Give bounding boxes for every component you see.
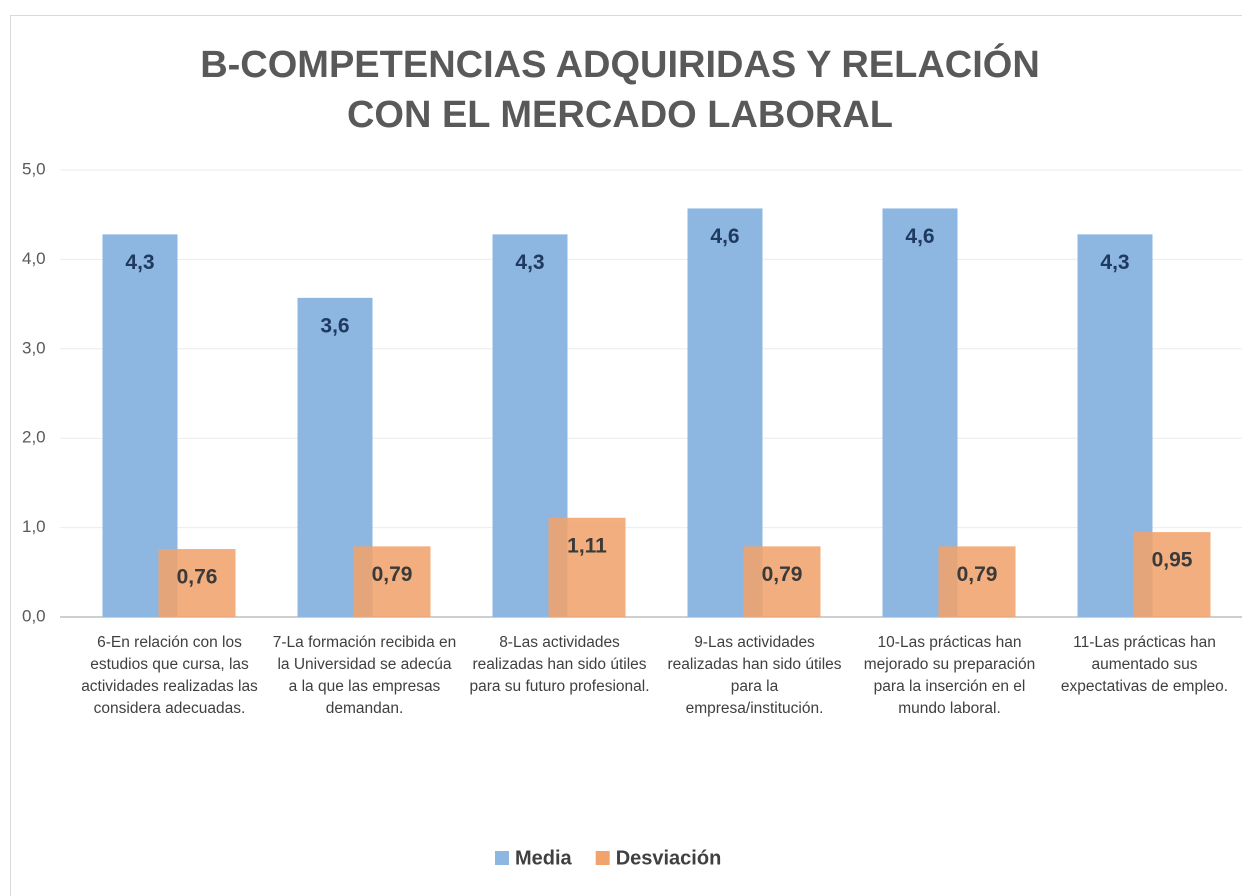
bar — [938, 546, 1016, 617]
x-tick-label: 8-Las actividades realizadas han sido út… — [469, 634, 650, 695]
data-label: 0,76 — [177, 566, 218, 589]
x-tick-label: 7-La formación recibida en la Universida… — [272, 634, 457, 717]
x-tick-label: 11-Las prácticas han aumentado sus expec… — [1060, 634, 1229, 695]
data-label: 0,79 — [762, 563, 803, 586]
chart-title: B-COMPETENCIAS ADQUIRIDAS Y RELACIÓN CON… — [200, 44, 1040, 136]
legend-swatch — [595, 851, 610, 865]
data-label: 4,3 — [515, 251, 544, 274]
y-tick-label: 1,0 — [22, 517, 46, 536]
y-tick-label: 0,0 — [22, 606, 46, 625]
x-tick-label: 9-Las actividades realizadas han sido út… — [667, 634, 842, 717]
legend-swatch — [495, 851, 509, 865]
y-tick-label: 3,0 — [22, 338, 46, 357]
data-label: 0,95 — [1152, 549, 1193, 572]
data-label: 4,3 — [125, 251, 154, 274]
y-tick-label: 2,0 — [22, 428, 46, 447]
chart-frame — [10, 15, 1242, 896]
data-label: 4,3 — [1100, 251, 1129, 274]
bar — [743, 546, 821, 617]
bar — [548, 517, 626, 617]
bar — [353, 546, 431, 617]
x-tick-label: 10-Las prácticas han mejorado su prepara… — [863, 634, 1036, 717]
bar — [158, 549, 236, 617]
bar — [1133, 532, 1211, 617]
x-tick-label: 6-En relación con los estudios que cursa… — [81, 634, 258, 717]
data-label: 1,11 — [567, 534, 607, 557]
data-label: 4,6 — [905, 225, 934, 248]
y-tick-label: 5,0 — [22, 159, 46, 178]
legend-label: Media — [515, 847, 573, 869]
legend-label: Desviación — [616, 847, 722, 869]
data-label: 0,79 — [957, 563, 998, 586]
data-label: 0,79 — [372, 563, 413, 586]
data-label: 4,6 — [710, 225, 739, 248]
y-tick-label: 4,0 — [22, 249, 46, 268]
data-label: 3,6 — [320, 314, 349, 337]
